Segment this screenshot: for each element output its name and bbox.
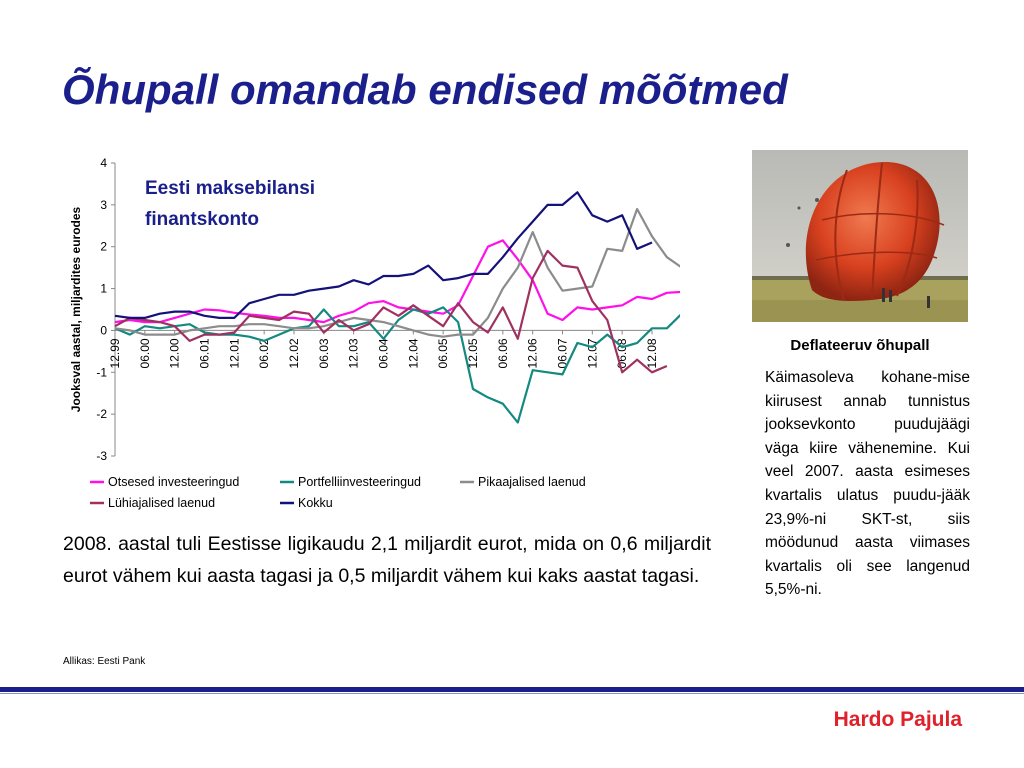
y-tick-label: -2	[96, 407, 107, 421]
x-tick-label: 12.08	[645, 338, 659, 368]
x-tick-label: 06.04	[377, 338, 391, 368]
x-tick-label: 06.01	[198, 338, 212, 368]
series-line	[114, 306, 680, 424]
footer-rule	[0, 687, 1024, 692]
y-axis-label: Jooksval aastal, miljardites eurodes	[69, 206, 83, 412]
photo-caption-text: Käimasoleva kohane-mise kiirusest annab …	[765, 369, 970, 599]
legend-label: Lühiajalised laenud	[108, 496, 215, 510]
balloon-photo	[752, 150, 968, 322]
legend-label: Kokku	[298, 496, 333, 510]
chart-canvas: -3 -2 -1 0 1 2 3 4 12.99 06.00 12.00 06.01 12.01 06.0…	[69, 156, 680, 510]
footer-rule-thin	[0, 693, 1024, 694]
y-tick-label: 1	[100, 282, 107, 296]
series-line	[114, 239, 680, 324]
x-tick-label: 06.03	[317, 338, 331, 368]
x-tick-label: 06.02	[257, 338, 271, 368]
series-line	[114, 249, 668, 374]
photo-caption-title: Deflateeruv õhupall	[790, 337, 930, 354]
x-tick-label: 12.04	[406, 338, 420, 368]
y-tick-label: 3	[100, 198, 107, 212]
deflating-balloon-image	[752, 150, 968, 322]
line-chart: -3 -2 -1 0 1 2 3 4 12.99 06.00 12.00 06.01 12.01 06.0…	[60, 150, 680, 515]
y-tick-label: 2	[100, 240, 107, 254]
legend-label: Otsesed investeeringud	[108, 475, 239, 489]
x-tick-label: 12.00	[168, 338, 182, 368]
slide-title: Õhupall omandab endised mõõtmed	[62, 66, 788, 113]
legend-label: Portfelliinvesteeringud	[298, 475, 421, 489]
author-name: Hardo Pajula	[833, 708, 962, 731]
y-tick-label: -3	[96, 449, 107, 463]
chart-title-line2: finantskonto	[145, 209, 259, 230]
chart-title-line1: Eesti maksebilansi	[145, 178, 315, 199]
legend-label: Pikaajalised laenud	[478, 475, 586, 489]
x-tick-label: 06.05	[436, 338, 450, 368]
x-tick-label: 12.05	[466, 338, 480, 368]
x-tick-label: 12.01	[227, 338, 241, 368]
x-tick-label: 06.06	[496, 338, 510, 368]
body-text: 2008. aastal tuli Eestisse ligikaudu 2,1…	[63, 533, 711, 587]
source-note: Allikas: Eesti Pank	[63, 656, 146, 667]
y-tick-label: 0	[100, 323, 107, 337]
y-tick-label: -1	[96, 365, 107, 379]
x-tick-label: 06.00	[138, 338, 152, 368]
series-line	[114, 207, 680, 338]
series-line	[114, 191, 653, 319]
x-tick-label: 12.99	[108, 338, 122, 368]
x-tick-label: 12.02	[287, 338, 301, 368]
x-tick-label: 12.06	[526, 338, 540, 368]
y-tick-label: 4	[100, 156, 107, 170]
x-tick-label: 12.03	[347, 338, 361, 368]
x-tick-label: 06.07	[556, 338, 570, 368]
